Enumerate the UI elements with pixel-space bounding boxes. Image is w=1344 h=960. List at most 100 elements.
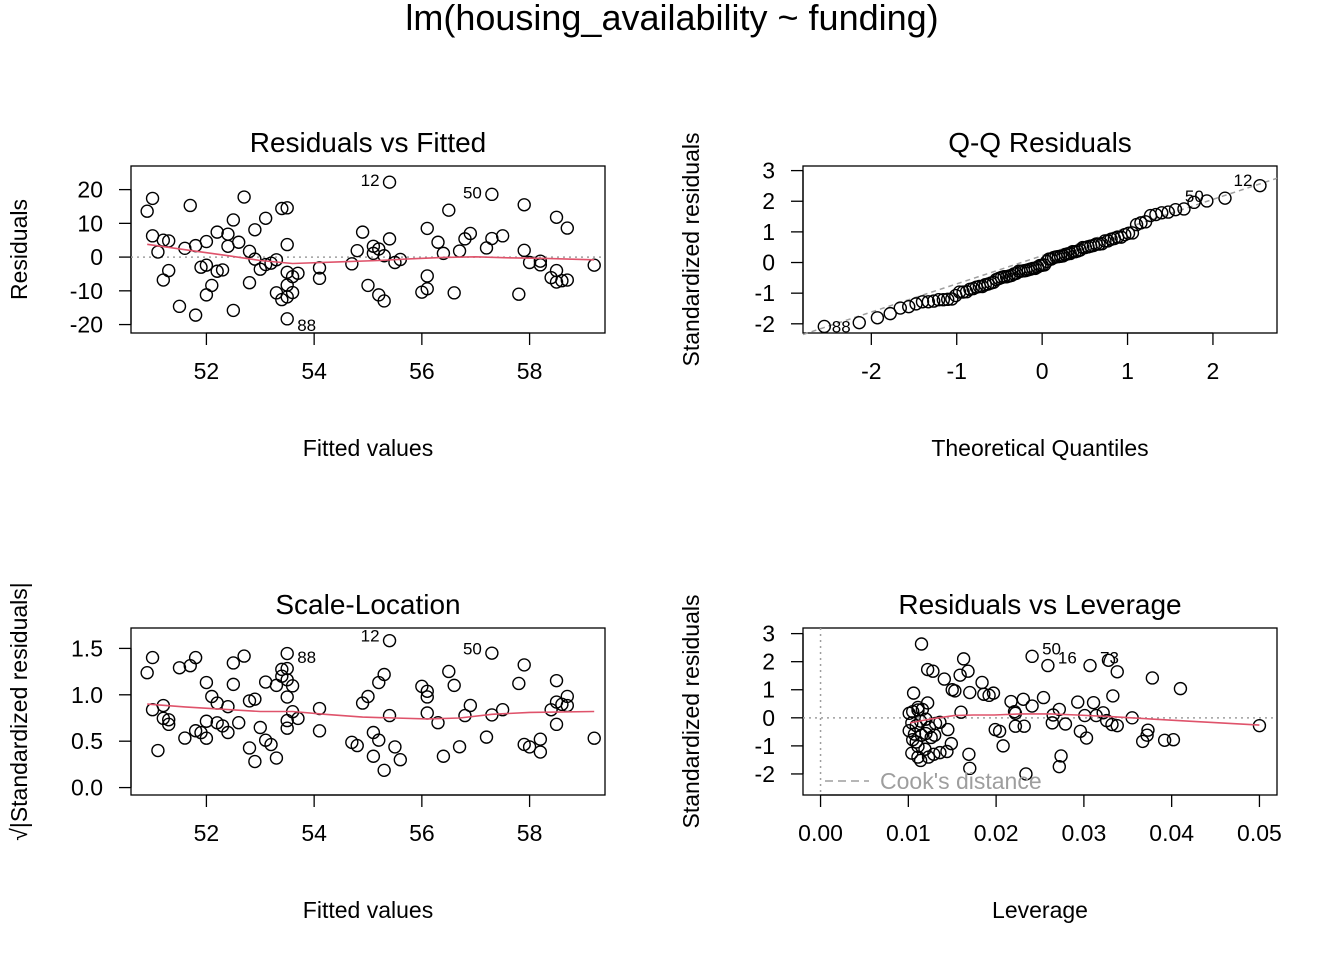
x-axis-label: Fitted values [303,897,433,923]
data-point [512,287,526,301]
data-point [312,271,327,286]
x-tick-label: 54 [301,820,327,846]
data-point [952,285,967,299]
data-point [1252,718,1267,733]
data-point [1253,178,1267,193]
data-point [1173,681,1188,696]
data-point [1086,695,1101,710]
data-point [285,679,300,693]
data-point [226,303,241,318]
point-label: 50 [1185,187,1204,206]
data-point [436,246,451,261]
data-point [1110,665,1124,679]
reference-line [802,177,1278,336]
y-tick-label: 0 [762,250,775,276]
x-tick-label: 58 [517,820,543,846]
data-point [248,223,262,237]
data-point [253,720,267,735]
y-tick-label: 1 [762,219,775,245]
data-point [485,187,499,202]
data-point [393,753,408,767]
data-point [280,646,294,661]
data-point [953,668,967,682]
data-point [1140,728,1154,742]
data-point [188,724,203,738]
data-point [436,749,451,763]
data-point [1016,692,1031,706]
data-point [1096,706,1110,720]
y-axis-label: Standardized residuals [678,595,704,829]
data-point [215,263,230,277]
data-point [533,745,548,759]
legend-label: Cook's distance [880,768,1042,794]
data-point [377,763,391,778]
data-point [226,656,241,670]
data-point [927,747,941,762]
data-point [936,293,951,307]
data-point [291,266,305,280]
data-point [1200,194,1214,208]
data-point [269,678,284,693]
data-point [431,716,445,730]
y-tick-label: 0.5 [71,728,103,754]
data-point [248,692,262,706]
data-point [926,664,940,678]
data-point [350,738,364,753]
figure-title: lm(housing_availability ~ funding) [405,0,938,38]
data-point [463,226,478,241]
data-point [485,646,499,660]
data-point [350,243,364,258]
data-point [140,666,154,680]
data-point [172,299,187,314]
data-point [933,715,947,730]
data-point [221,699,235,714]
data-point [377,667,391,682]
point-label: 88 [832,317,851,336]
data-point [1058,717,1073,731]
data-point [366,749,381,763]
x-tick-label: 56 [409,820,435,846]
data-point [945,292,959,306]
data-point [232,235,246,249]
data-point [382,633,397,648]
data-point [1155,206,1169,220]
data-point [237,190,251,204]
data-point [372,733,386,747]
data-point [210,225,224,239]
data-point [280,201,294,215]
y-tick-label: 1.5 [71,635,103,661]
data-point [178,731,192,745]
data-point [188,650,203,665]
data-point [420,690,434,704]
data-point [911,750,925,764]
data-point [210,264,224,278]
data-point [587,258,601,272]
data-point [1161,205,1175,219]
y-tick-label: -2 [755,311,775,337]
x-tick-label: 2 [1207,358,1220,384]
data-point [954,705,968,719]
y-tick-label: 3 [762,621,775,647]
data-point [1105,717,1119,732]
x-tick-label: 0.00 [798,820,843,846]
data-point [533,254,548,268]
data-point [522,740,537,754]
data-point [485,231,499,246]
data-point [996,739,1010,753]
plot-frame [130,627,606,796]
data-point [162,717,176,732]
data-point [906,686,921,700]
data-point [232,716,246,730]
data-point [420,706,434,720]
data-point [512,676,526,691]
data-point [933,745,947,760]
x-tick-label: 0.03 [1062,820,1107,846]
data-point [1025,699,1039,713]
data-point [377,294,391,308]
y-axis-label: Standardized residuals [678,133,704,367]
data-point [1157,733,1172,747]
y-tick-label: 2 [762,649,775,675]
x-tick-label: 58 [517,358,543,384]
scale-location-panel: Scale-Location Fitted values √|Standardize… [6,582,606,923]
data-point [199,258,214,272]
